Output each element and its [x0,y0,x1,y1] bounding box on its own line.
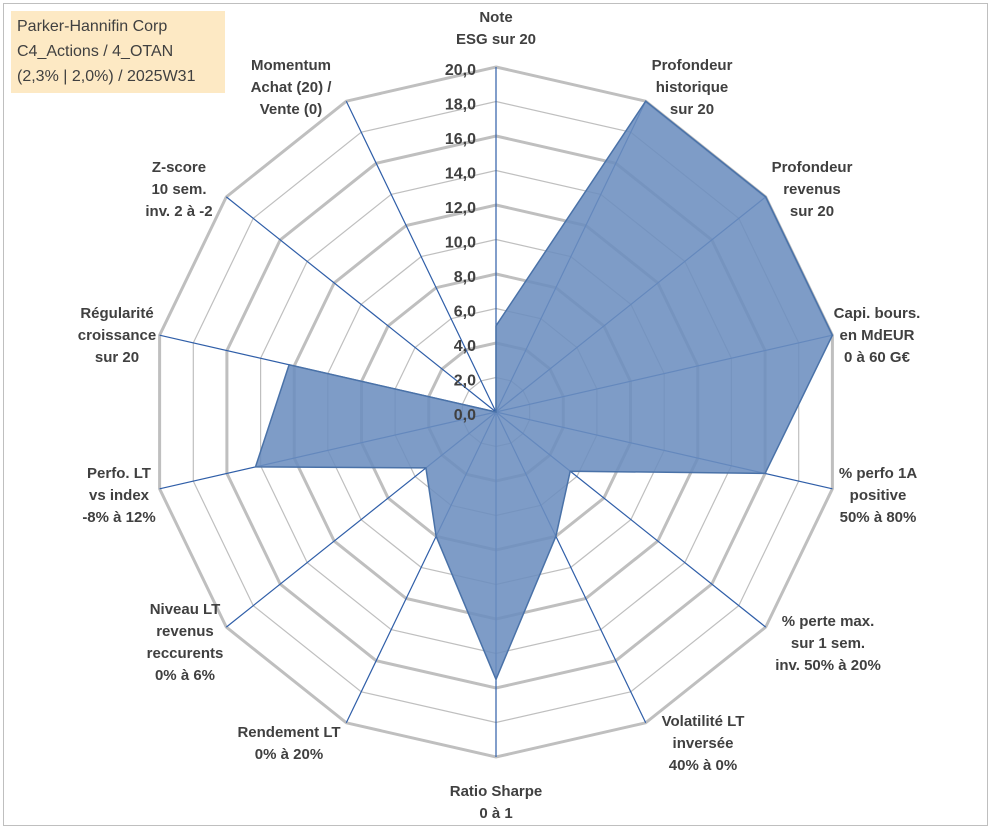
chart-title-box: Parker-Hannifin Corp C4_Actions / 4_OTAN… [11,11,225,93]
category-label: Z-score 10 sem. inv. 2 à -2 [145,159,212,220]
category-label: Volatilité LT inversée 40% à 0% [662,713,745,774]
tick-label: 16,0 [445,131,476,148]
category-label: Profondeur historique sur 20 [652,57,733,118]
category-label: Note ESG sur 20 [456,9,536,48]
radar-spoke [225,196,497,413]
title-line-3: (2,3% | 2,0%) / 2025W31 [17,68,196,85]
category-label: Rendement LT 0% à 20% [237,724,340,763]
tick-label: 0,0 [454,407,476,424]
category-label: Momentum Achat (20) / Vente (0) [251,57,333,118]
tick-label: 18,0 [445,97,476,114]
title-line-2: C4_Actions / 4_OTAN [17,43,174,60]
tick-label: 8,0 [454,269,476,286]
tick-label: 12,0 [445,200,476,217]
title-line-1: Parker-Hannifin Corp [17,18,168,35]
tick-label: 6,0 [454,304,476,321]
series-area [254,100,834,682]
category-label: % perfo 1A positive 50% à 80% [839,465,918,526]
category-label: Régularité croissance sur 20 [78,305,156,366]
category-label: Profondeur revenus sur 20 [772,159,853,220]
category-label: Ratio Sharpe 0 à 1 [450,783,543,822]
radar-series [254,100,834,682]
tick-label: 2,0 [454,373,476,390]
category-label: % perte max. sur 1 sem. inv. 50% à 20% [775,613,881,674]
category-label: Capi. bours. en MdEUR 0 à 60 G€ [834,305,921,366]
category-label: Niveau LT revenus reccurents 0% à 6% [147,601,224,684]
tick-label: 10,0 [445,235,476,252]
tick-label: 4,0 [454,338,476,355]
radar-tick-labels: 0,0 2,0 4,0 6,0 8,0 10,0 12,0 14,0 16,0 18,0 20,0 [445,62,476,424]
radar-spoke [345,100,497,413]
tick-label: 20,0 [445,62,476,79]
tick-label: 14,0 [445,166,476,183]
radar-category-labels: Note ESG sur 20 Profondeur historique sur 20… [78,9,921,822]
category-label: Perfo. LT vs index -8% à 12% [82,465,155,526]
